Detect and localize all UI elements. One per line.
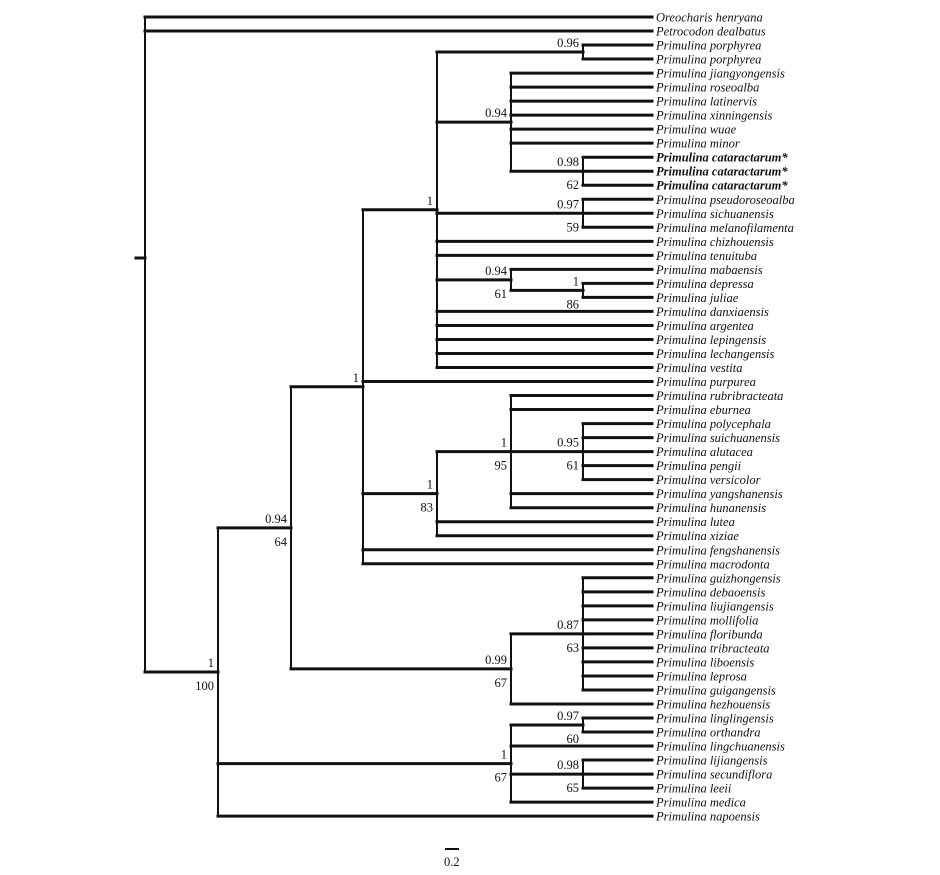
leaf-label: Primulina pseudoroseoalba [655,193,795,207]
posterior-probability-label: 1 [427,194,433,208]
leaf-label: Primulina liboensis [655,655,754,669]
bootstrap-label: 65 [567,781,580,795]
leaf-label: Primulina guizhongensis [655,571,781,585]
posterior-probability-label: 1 [427,478,433,492]
leaf-label: Primulina melanofilamenta [655,221,794,235]
leaf-label: Primulina polycephala [655,417,771,431]
posterior-probability-label: 0.94 [485,106,508,120]
leaf-label: Primulina lingchuanensis [655,740,785,754]
leaf-label: Primulina secundiflora [655,768,772,782]
posterior-probability-label: 0.94 [485,264,508,278]
posterior-probability-label: 0.98 [557,758,579,772]
leaf-label: Primulina cataractarum* [656,165,788,179]
leaf-label: Primulina chizhouensis [655,235,774,249]
leaf-label: Primulina alutacea [655,445,753,459]
posterior-probability-label: 1 [501,436,507,450]
node-support-labels: 1 100 0.94 64 1 1 0.96 0.94 0.98 62 0.97 59 0.94 61 1 8… [195,36,579,795]
posterior-probability-label: 0.87 [557,618,579,632]
leaf-label: Primulina latinervis [655,95,757,109]
leaf-label: Primulina versicolor [655,473,761,487]
posterior-probability-label: 1 [208,656,214,670]
bootstrap-label: 95 [495,459,508,473]
bootstrap-label: 67 [495,676,508,690]
leaf-label: Primulina suichuanensis [655,431,780,445]
leaf-label: Primulina tenuituba [655,249,757,263]
leaf-label: Primulina yangshanensis [655,487,783,501]
leaf-label: Primulina rubribracteata [655,389,783,403]
leaf-label: Primulina leprosa [655,669,747,683]
tree-branches [134,15,654,818]
leaf-label: Primulina liujiangensis [655,599,774,613]
leaf-label: Primulina fengshanensis [655,543,780,557]
leaf-label: Primulina porphyrea [655,53,761,67]
leaf-label: Primulina lijiangensis [655,754,768,768]
bootstrap-label: 62 [567,178,580,192]
leaf-label: Primulina argentea [655,319,754,333]
scale-bar: 0.2 [444,848,460,869]
leaf-label: Primulina xiziae [655,529,739,543]
leaf-label: Primulina medica [655,796,746,810]
posterior-probability-label: 0.94 [265,512,288,526]
leaf-label: Primulina leeii [655,782,732,796]
bootstrap-label: 60 [567,732,580,746]
posterior-probability-label: 0.98 [557,155,579,169]
leaf-label: Primulina minor [655,137,740,151]
bootstrap-label: 64 [275,535,288,549]
leaf-label: Primulina linglingensis [655,712,774,726]
posterior-probability-label: 0.99 [485,653,507,667]
leaf-label: Primulina lutea [655,515,735,529]
posterior-probability-label: 0.97 [557,197,579,211]
bootstrap-label: 67 [495,771,508,785]
leaf-label: Primulina mollifolia [655,613,758,627]
leaf-label: Primulina porphyrea [655,39,761,53]
leaf-label: Primulina hunanensis [655,501,766,515]
posterior-probability-label: 0.96 [557,36,579,50]
leaf-label: Primulina floribunda [655,627,763,641]
posterior-probability-label: 1 [573,274,579,288]
scale-bar-label: 0.2 [444,855,460,869]
leaf-label: Primulina purpurea [655,375,756,389]
leaf-label: Primulina xinningensis [655,109,772,123]
leaf-label: Primulina cataractarum* [656,179,788,193]
leaf-label: Primulina jiangyongensis [655,67,785,81]
leaf-label: Primulina danxiaensis [655,305,769,319]
leaf-label: Primulina eburnea [655,403,751,417]
leaf-label: Primulina tribracteata [655,641,770,655]
leaf-label: Primulina roseoalba [655,81,759,95]
leaf-label: Oreocharis henryana [656,11,763,25]
leaf-label: Primulina orthandra [655,726,761,740]
leaf-label: Primulina hezhouensis [655,697,770,711]
posterior-probability-label: 0.95 [557,436,579,450]
leaf-label: Primulina lechangensis [655,347,775,361]
leaf-label: Petrocodon dealbatus [655,25,766,39]
leaf-label: Primulina pengii [655,459,742,473]
bootstrap-label: 59 [567,220,580,234]
bootstrap-label: 63 [567,641,580,655]
leaf-label: Primulina juliae [655,291,739,305]
leaf-label: Primulina debaoensis [655,585,766,599]
leaf-label: Primulina lepingensis [655,333,766,347]
posterior-probability-label: 1 [501,748,507,762]
bootstrap-label: 86 [567,297,580,311]
bootstrap-label: 83 [421,501,434,515]
leaf-label: Primulina vestita [655,361,742,375]
leaf-label: Primulina wuae [655,123,737,137]
posterior-probability-label: 1 [353,371,359,385]
bootstrap-label: 61 [567,459,580,473]
leaf-label: Primulina mabaensis [655,263,763,277]
leaf-label: Primulina macrodonta [655,557,770,571]
posterior-probability-label: 0.97 [557,709,579,723]
leaf-label: Primulina napoensis [655,810,760,824]
leaf-label: Primulina sichuanensis [655,207,774,221]
bootstrap-label: 100 [195,679,214,693]
leaf-label: Primulina guigangensis [655,683,776,697]
bootstrap-label: 61 [495,287,508,301]
leaf-label: Primulina depressa [655,277,754,291]
leaf-label: Primulina cataractarum* [656,151,788,165]
